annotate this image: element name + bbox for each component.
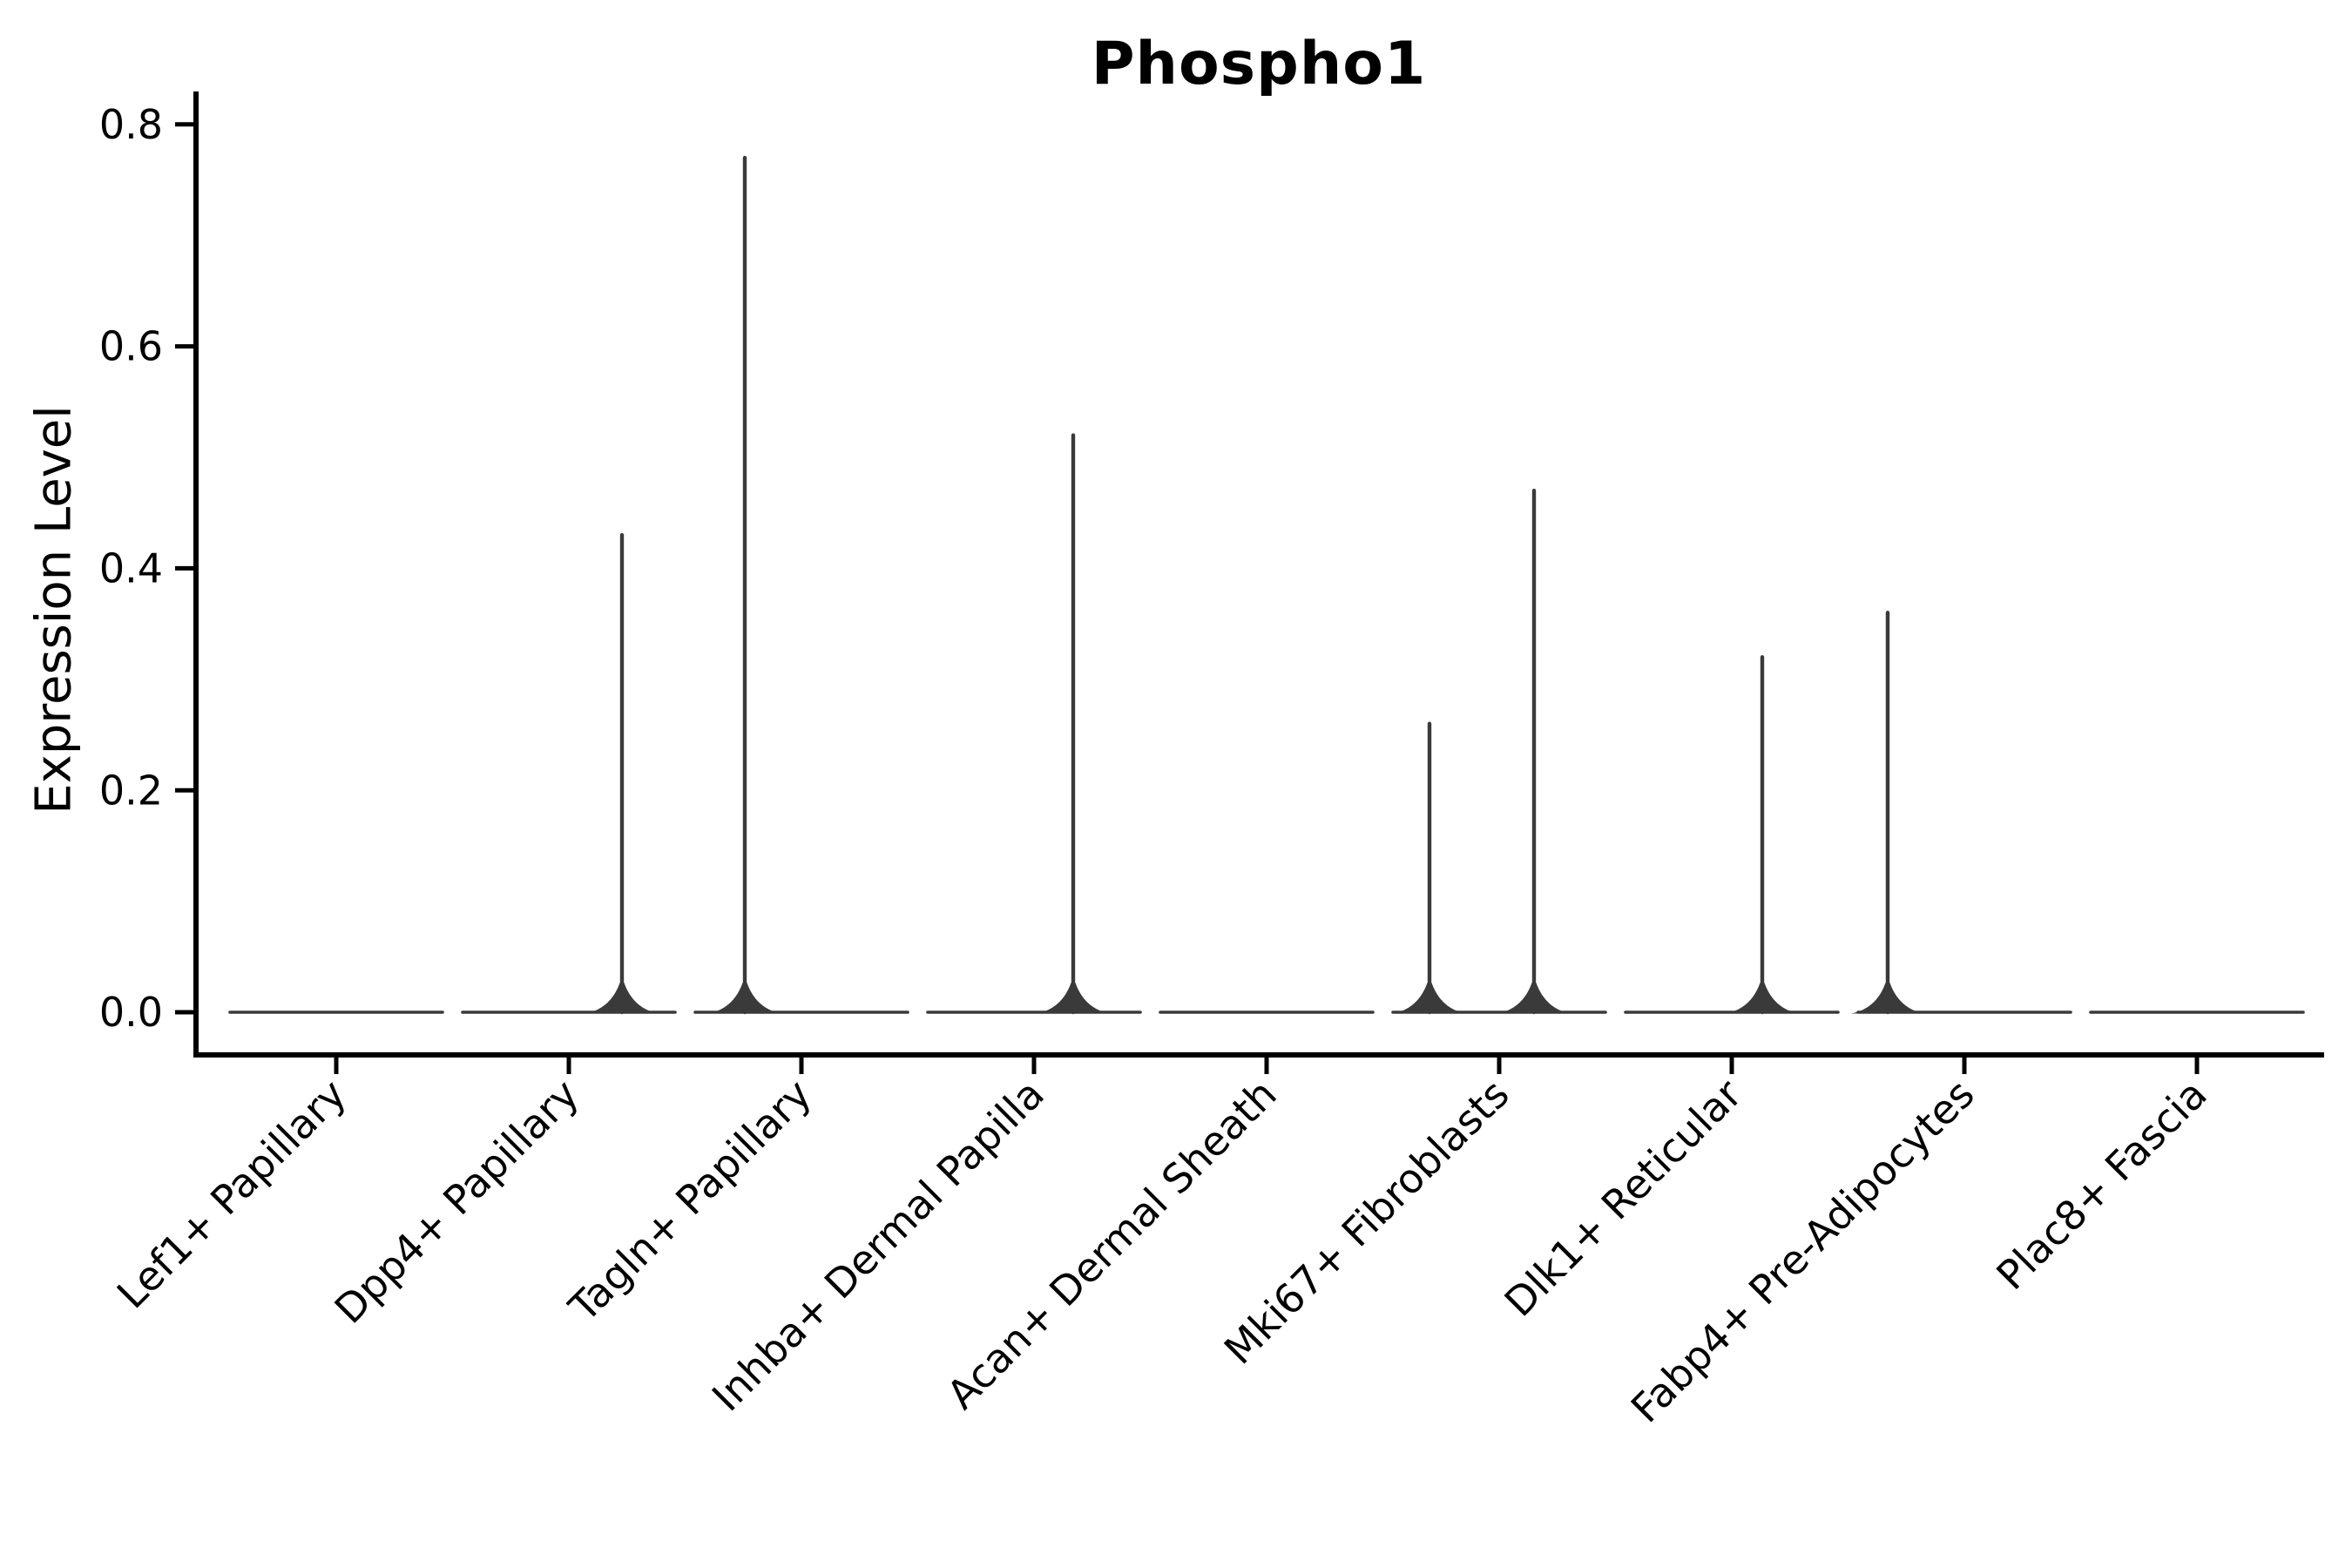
y-tick-label: 0.6 xyxy=(99,323,163,370)
x-tick-label: Tagln+ Papillary xyxy=(559,1071,821,1332)
y-tick-label: 0.2 xyxy=(99,767,163,814)
plot-title: Phospho1 xyxy=(1091,30,1427,98)
x-tick-label: Plac8+ Fascia xyxy=(1987,1071,2215,1299)
y-tick-label: 0.0 xyxy=(99,989,163,1036)
violins-group xyxy=(228,155,2305,1015)
axes-group xyxy=(193,91,2324,1058)
y-tick-label: 0.8 xyxy=(99,101,163,148)
x-tick-label: Dpp4+ Papillary xyxy=(326,1071,588,1333)
x-tick-label: Dlk1+ Reticular xyxy=(1496,1071,1751,1326)
y-tick-label: 0.4 xyxy=(99,545,163,592)
x-tick-label: Lef1+ Papillary xyxy=(108,1071,355,1318)
y-ticks-group: 0.0 0.2 0.4 0.6 0.8 xyxy=(99,101,196,1036)
x-ticks-group xyxy=(334,1055,2200,1074)
